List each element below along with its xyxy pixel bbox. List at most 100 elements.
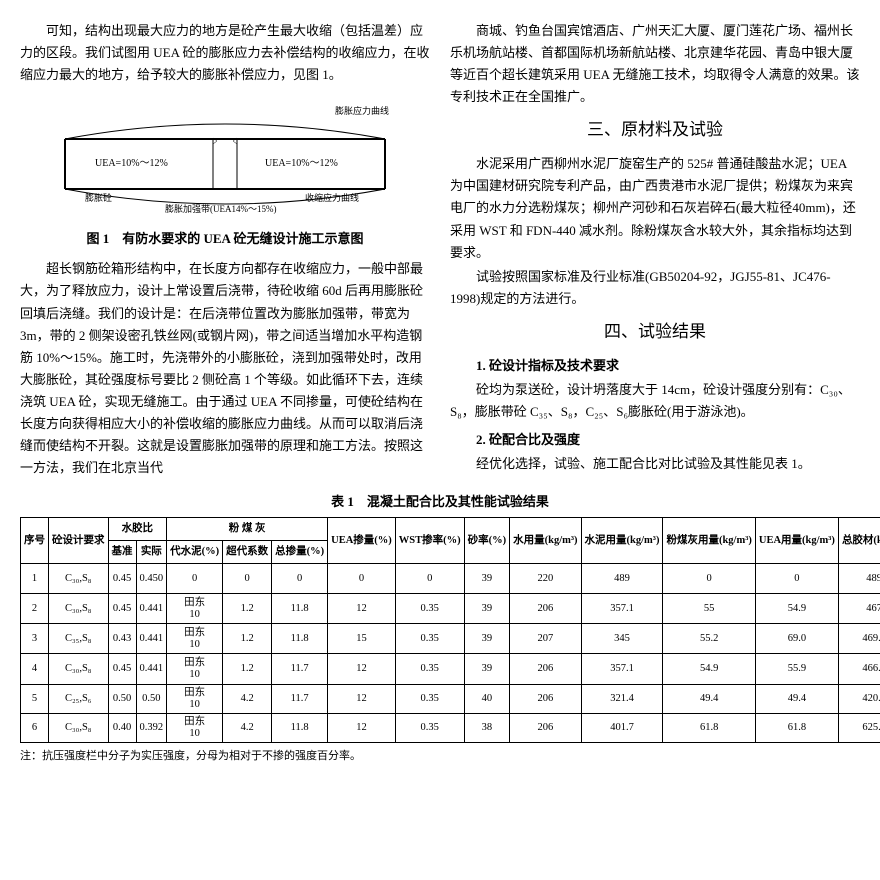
table-cell: 321.4 <box>581 684 663 713</box>
fig-label-left: UEA=10%～12% <box>95 158 168 169</box>
table-cell: C₃₀,S₈ <box>49 594 109 624</box>
table-cell: 0.35 <box>395 654 464 684</box>
table-cell: 625.3 <box>838 713 880 742</box>
table-cell: 2 <box>21 594 49 624</box>
th-glue: 总胶材(kg/m³) <box>838 518 880 564</box>
table-cell: 220 <box>510 564 581 594</box>
table-cell: 12 <box>328 684 396 713</box>
fig-label-right: UEA=10%～12% <box>265 158 338 169</box>
th-faqty: 粉煤灰用量(kg/m³) <box>663 518 755 564</box>
th-seq: 序号 <box>21 518 49 564</box>
table-cell: 55 <box>663 594 755 624</box>
table-cell: 0 <box>328 564 396 594</box>
table-cell: 0 <box>663 564 755 594</box>
fig-label-bm: 膨胀加强带(UEA14%～15%) <box>165 203 277 214</box>
table-cell: 489 <box>581 564 663 594</box>
subhead-2: 2. 砼配合比及强度 <box>450 429 860 451</box>
table-cell: 0 <box>395 564 464 594</box>
table-cell: 467 <box>838 594 880 624</box>
right-para-2: 水泥采用广西柳州水泥厂旋窑生产的 525# 普通硅酸盐水泥；UEA 为中国建材研… <box>450 153 860 263</box>
th-sand: 砂率(%) <box>464 518 510 564</box>
table-cell: 69.0 <box>755 624 838 654</box>
table-cell: 40 <box>464 684 510 713</box>
table-1-caption: 表 1 混凝土配合比及其性能试验结果 <box>20 491 860 513</box>
table-cell: 401.7 <box>581 713 663 742</box>
th-wb: 水胶比 <box>108 518 167 541</box>
table-cell: 田东10 <box>167 654 223 684</box>
figure-1: 膨胀应力曲线 UEA=10%～12% UEA=10%～12% 膨胀砼 收缩应力曲… <box>20 94 430 250</box>
table-cell: 38 <box>464 713 510 742</box>
table-cell: 11.7 <box>272 684 328 713</box>
th-fa-c: 总掺量(%) <box>272 541 328 564</box>
table-cell: 田东10 <box>167 713 223 742</box>
table-cell: 469.2 <box>838 624 880 654</box>
left-column: 可知，结构出现最大应力的地方是砼产生最大收缩（包括温差）应力的区段。我们试图用 … <box>20 20 430 481</box>
table-cell: 田东10 <box>167 624 223 654</box>
th-uea: UEA掺量(%) <box>328 518 396 564</box>
table-1-body: 1C₃₀,S₈0.450.45000000392204890048914～162… <box>21 564 880 743</box>
table-row: 2C₃₀,S₈0.450.441田东101.211.8120.353920635… <box>21 594 880 624</box>
section-3-head: 三、原材料及试验 <box>450 116 860 145</box>
left-para-1: 可知，结构出现最大应力的地方是砼产生最大收缩（包括温差）应力的区段。我们试图用 … <box>20 20 430 86</box>
table-cell: 12 <box>328 594 396 624</box>
left-para-2: 超长钢筋砼箱形结构中，在长度方向都存在收缩应力，一般中部最大，为了释放应力，设计… <box>20 258 430 479</box>
figure-1-caption: 图 1 有防水要求的 UEA 砼无缝设计施工示意图 <box>20 228 430 250</box>
table-cell: C₃₀,S₈ <box>49 564 109 594</box>
table-cell: 田东10 <box>167 594 223 624</box>
table-cell: 0.35 <box>395 713 464 742</box>
th-wb-b: 实际 <box>136 541 167 564</box>
table-cell: 15 <box>328 624 396 654</box>
table-cell: 0.392 <box>136 713 167 742</box>
table-cell: 49.4 <box>663 684 755 713</box>
table-row: 4C₃₀,S₈0.450.441田东101.211.7120.353920635… <box>21 654 880 684</box>
right-para-1: 商城、钓鱼台国宾馆酒店、广州天汇大厦、厦门莲花广场、福州长乐机场航站楼、首都国际… <box>450 20 860 108</box>
figure-1-svg: 膨胀应力曲线 UEA=10%～12% UEA=10%～12% 膨胀砼 收缩应力曲… <box>35 94 415 224</box>
table-cell: 0.450 <box>136 564 167 594</box>
th-cem: 水泥用量(kg/m³) <box>581 518 663 564</box>
table-cell: 357.1 <box>581 654 663 684</box>
table-cell: 61.8 <box>663 713 755 742</box>
table-cell: 11.8 <box>272 713 328 742</box>
table-cell: 12 <box>328 713 396 742</box>
th-wst: WST掺率(%) <box>395 518 464 564</box>
table-cell: 11.8 <box>272 594 328 624</box>
table-cell: 206 <box>510 594 581 624</box>
table-cell: 49.4 <box>755 684 838 713</box>
table-1: 序号 砼设计要求 水胶比 粉 煤 灰 UEA掺量(%) WST掺率(%) 砂率(… <box>20 517 880 742</box>
table-row: 6C₃₀,S₈0.400.392田东104.211.8120.353820640… <box>21 713 880 742</box>
table-cell: 1.2 <box>223 654 272 684</box>
table-cell: 0.35 <box>395 594 464 624</box>
table-cell: 0 <box>223 564 272 594</box>
fig-label-top: 膨胀应力曲线 <box>335 105 389 116</box>
table-cell: 0.43 <box>108 624 136 654</box>
table-cell: C₃₀,S₈ <box>49 713 109 742</box>
table-cell: 55.9 <box>755 654 838 684</box>
right-para-5: 经优化选择，试验、施工配合比对比试验及其性能见表 1。 <box>450 453 860 475</box>
table-cell: 0.441 <box>136 594 167 624</box>
table-cell: 0.50 <box>136 684 167 713</box>
right-column: 商城、钓鱼台国宾馆酒店、广州天汇大厦、厦门莲花广场、福州长乐机场航站楼、首都国际… <box>450 20 860 481</box>
table-cell: C₃₅,S₈ <box>49 624 109 654</box>
table-cell: 39 <box>464 654 510 684</box>
table-cell: 54.9 <box>755 594 838 624</box>
table-row: 3C₃₅,S₈0.430.441田东101.211.8150.353920734… <box>21 624 880 654</box>
table-cell: 0 <box>272 564 328 594</box>
table-cell: 61.8 <box>755 713 838 742</box>
two-column-layout: 可知，结构出现最大应力的地方是砼产生最大收缩（包括温差）应力的区段。我们试图用 … <box>20 20 860 481</box>
fig-label-bl: 膨胀砼 <box>85 192 112 203</box>
table-cell: 0.441 <box>136 654 167 684</box>
th-fa-a: 代水泥(%) <box>167 541 223 564</box>
table-cell: 39 <box>464 624 510 654</box>
table-cell: 0.35 <box>395 684 464 713</box>
table-cell: C₂₅,S₆ <box>49 684 109 713</box>
table-cell: 1.2 <box>223 594 272 624</box>
table-cell: 1.2 <box>223 624 272 654</box>
table-cell: 489 <box>838 564 880 594</box>
table-1-head: 序号 砼设计要求 水胶比 粉 煤 灰 UEA掺量(%) WST掺率(%) 砂率(… <box>21 518 880 564</box>
right-para-3: 试验按照国家标准及行业标准(GB50204-92，JGJ55-81、JC476-… <box>450 266 860 310</box>
table-cell: 5 <box>21 684 49 713</box>
table-row: 1C₃₀,S₈0.450.45000000392204890048914～162… <box>21 564 880 594</box>
table-cell: 3 <box>21 624 49 654</box>
table-cell: 田东10 <box>167 684 223 713</box>
table-cell: C₃₀,S₈ <box>49 654 109 684</box>
